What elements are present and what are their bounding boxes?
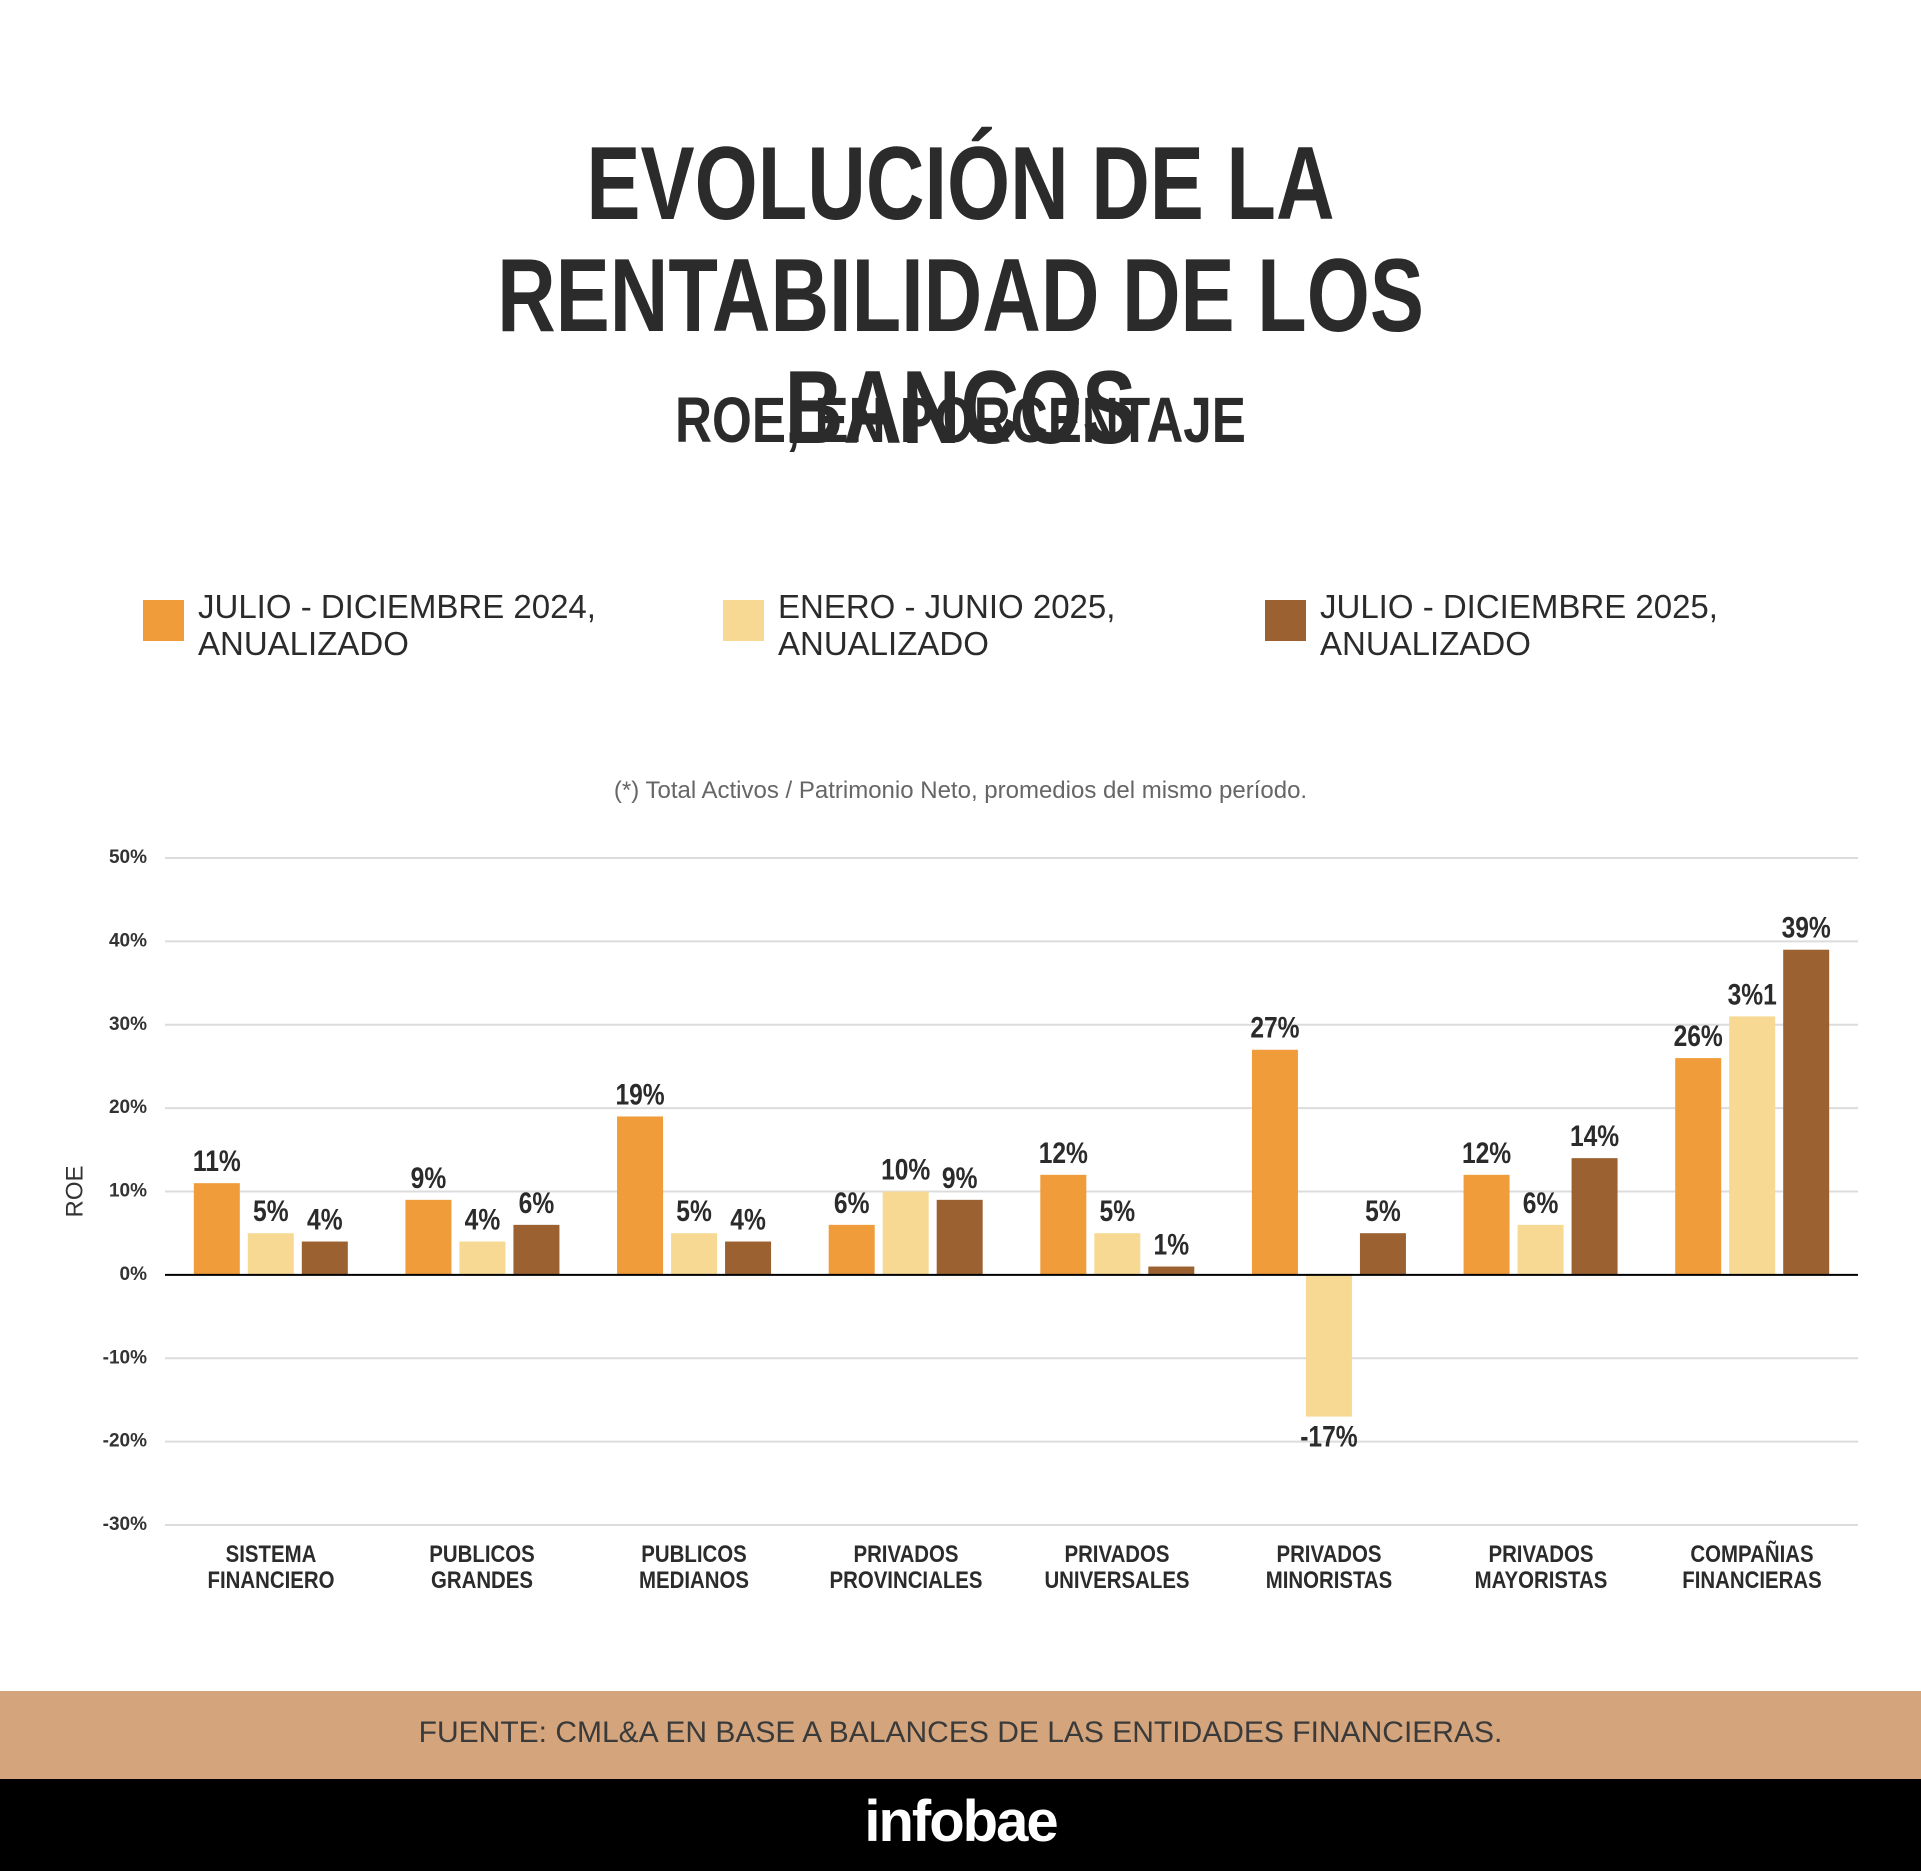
bar: [1148, 1266, 1195, 1275]
source: FUENTE: CML&A EN BASE A BALANCES DE LAS …: [418, 1716, 1503, 1749]
legend-swatch: [143, 600, 184, 641]
y-tick-label: -20%: [103, 1431, 147, 1452]
legend-text: JULIO - DICIEMBRE 2025, ANUALIZADO: [1320, 588, 1718, 662]
value-label: 26%: [1674, 1019, 1723, 1053]
bar: [828, 1224, 875, 1275]
value-label: 9%: [942, 1160, 978, 1194]
value-label: 12%: [1039, 1135, 1088, 1169]
value-label: 5%: [253, 1194, 289, 1228]
value-label: 5%: [676, 1194, 712, 1228]
x-tick-label: PUBLICOS GRANDES: [429, 1541, 536, 1594]
value-label: 4%: [465, 1202, 501, 1236]
bar: [1571, 1158, 1618, 1275]
bar: [1729, 1016, 1776, 1275]
y-axis-label: ROE: [61, 1165, 88, 1217]
value-label: 14%: [1570, 1119, 1619, 1153]
logo: infobae: [864, 1789, 1058, 1854]
legend-swatch: [1265, 600, 1306, 641]
bar: [193, 1183, 240, 1275]
value-label: 6%: [1523, 1185, 1559, 1219]
value-label: 9%: [411, 1160, 447, 1194]
bar: [725, 1241, 772, 1275]
x-tick-label: PUBLICOS MEDIANOS: [639, 1541, 750, 1594]
bar: [936, 1199, 983, 1275]
bar: [1359, 1233, 1406, 1275]
bar: [1305, 1274, 1352, 1417]
logo-band: [0, 1779, 1921, 1871]
value-label: 11%: [193, 1144, 241, 1178]
bar: [1463, 1174, 1510, 1275]
x-tick-label: PRIVADOS PROVINCIALES: [829, 1541, 983, 1594]
bar: [301, 1241, 348, 1275]
legend-swatch: [723, 600, 764, 641]
value-label: 39%: [1782, 910, 1831, 944]
chart-title: EVOLUCIÓN DE LA RENTABILIDAD DE LOS BANC…: [497, 126, 1424, 466]
bar: [1517, 1224, 1564, 1275]
x-tick-label: PRIVADOS UNIVERSALES: [1044, 1541, 1190, 1594]
value-label: 5%: [1365, 1194, 1401, 1228]
y-tick-label: -30%: [103, 1514, 147, 1535]
value-label: 10%: [881, 1152, 930, 1186]
bar: [247, 1233, 294, 1275]
y-tick-label: 0%: [120, 1264, 148, 1285]
value-label: 4%: [307, 1202, 343, 1236]
legend-text: ENERO - JUNIO 2025, ANUALIZADO: [778, 588, 1116, 662]
footer-band: [0, 1691, 1921, 1779]
x-tick-label: PRIVADOS MINORISTAS: [1265, 1541, 1393, 1594]
y-tick-label: 50%: [109, 847, 147, 868]
y-tick-label: 10%: [109, 1181, 147, 1202]
bar: [671, 1233, 718, 1275]
value-label: 4%: [730, 1202, 766, 1236]
bar: [1251, 1049, 1298, 1275]
x-tick-label: SISTEMA FINANCIERO: [207, 1541, 335, 1594]
value-label: 1%: [1154, 1227, 1190, 1261]
value-label: 3%1: [1728, 977, 1777, 1011]
value-label: 27%: [1250, 1010, 1299, 1044]
value-label: 19%: [615, 1077, 664, 1111]
bar: [617, 1116, 664, 1275]
bar: [1040, 1174, 1087, 1275]
chart-subtitle: ROE, EN PORCENTAJE: [675, 384, 1246, 456]
bar: [1094, 1233, 1141, 1275]
bar: [1675, 1058, 1722, 1275]
note: (*) Total Activos / Patrimonio Neto, pro…: [613, 777, 1308, 804]
value-label: 5%: [1100, 1194, 1136, 1228]
y-tick-label: 20%: [109, 1097, 147, 1118]
legend-text: JULIO - DICIEMBRE 2024, ANUALIZADO: [198, 588, 596, 662]
bar: [513, 1224, 560, 1275]
bar: [405, 1199, 452, 1275]
value-label: 6%: [519, 1185, 555, 1219]
value-label: 6%: [834, 1185, 870, 1219]
value-label: 12%: [1462, 1135, 1511, 1169]
chart: -30% -20% -10% 0% 10% 20% 30% 40% 50% ROE 11% 5% 4% 9…: [61, 847, 1858, 1535]
bar: [1783, 949, 1830, 1275]
value-label: -17%: [1300, 1419, 1357, 1453]
x-tick-label: PRIVADOS MAYORISTAS: [1474, 1541, 1607, 1594]
y-tick-label: 40%: [109, 930, 147, 951]
y-tick-label: -10%: [103, 1347, 147, 1368]
bar: [882, 1191, 929, 1275]
y-tick-label: 30%: [109, 1014, 147, 1035]
bar: [459, 1241, 506, 1275]
x-tick-label: COMPAÑIAS FINANCIERAS: [1682, 1541, 1822, 1594]
